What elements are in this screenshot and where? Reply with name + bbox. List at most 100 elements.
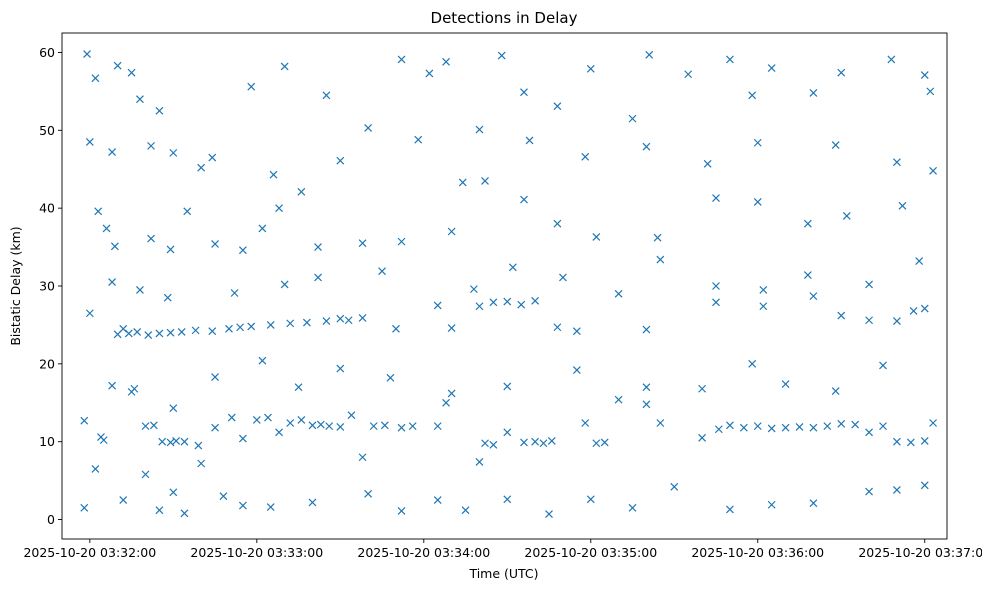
data-point [336, 422, 345, 431]
data-point [208, 153, 217, 162]
data-point [108, 148, 117, 157]
data-point [645, 50, 654, 59]
data-point [586, 64, 595, 73]
data-point [684, 70, 693, 79]
data-point [865, 280, 874, 289]
data-point [517, 300, 526, 309]
data-point [247, 82, 256, 91]
data-point [475, 302, 484, 311]
data-point [809, 499, 818, 508]
data-point [316, 420, 325, 429]
data-point [155, 329, 164, 338]
data-point [219, 492, 228, 501]
data-point [236, 323, 245, 332]
data-point [481, 176, 489, 185]
x-tick-label: 2025-10-20 03:32:00 [23, 545, 156, 560]
data-point [531, 296, 540, 305]
data-point [358, 453, 367, 462]
data-point [458, 178, 467, 187]
data-point [653, 233, 662, 242]
data-point [553, 219, 562, 228]
x-tick-label: 2025-10-20 03:36:00 [691, 545, 824, 560]
data-point [314, 273, 322, 282]
data-point [286, 319, 295, 328]
data-point [414, 135, 423, 144]
data-point [397, 423, 406, 432]
data-point [158, 437, 167, 446]
data-point [163, 293, 172, 302]
data-point [712, 282, 720, 290]
data-point [238, 246, 247, 255]
data-point [280, 280, 289, 289]
data-point [211, 240, 219, 248]
data-point [831, 387, 840, 396]
data-point [725, 55, 734, 64]
data-point [369, 422, 378, 431]
data-point [892, 437, 901, 446]
data-point [392, 324, 400, 333]
data-point [614, 289, 623, 298]
data-point [80, 416, 89, 425]
data-point [336, 364, 345, 373]
y-tick-label: 60 [39, 45, 55, 60]
x-tick-label: 2025-10-20 03:37:00 [858, 545, 982, 560]
data-point [851, 420, 860, 429]
data-point [136, 95, 144, 104]
data-point [336, 156, 345, 165]
data-point [503, 428, 512, 437]
data-point [147, 234, 155, 243]
data-point [572, 366, 581, 374]
data-point [539, 439, 548, 448]
data-point [906, 438, 915, 447]
data-point [344, 316, 353, 325]
data-point [113, 61, 122, 70]
data-point [183, 207, 192, 216]
data-point [497, 51, 506, 60]
data-point [469, 285, 478, 294]
data-point [325, 422, 334, 431]
data-point [264, 413, 272, 422]
data-point [831, 141, 840, 150]
data-point [920, 436, 929, 445]
data-point [322, 317, 331, 325]
data-point [837, 419, 846, 428]
data-point [197, 163, 206, 172]
data-point [739, 423, 748, 432]
data-point [898, 201, 907, 210]
data-point [80, 503, 89, 512]
data-point [266, 503, 275, 512]
data-point [275, 428, 283, 437]
data-point [447, 324, 456, 332]
data-point [155, 506, 164, 515]
data-point [809, 292, 818, 301]
data-point [442, 57, 450, 66]
data-point [753, 138, 762, 147]
data-point [447, 389, 456, 398]
data-point [656, 419, 665, 427]
data-point [642, 142, 651, 151]
data-point [489, 298, 498, 307]
data-point [520, 88, 528, 97]
data-point [136, 285, 144, 294]
y-tick-label: 10 [39, 434, 55, 449]
y-tick-label: 50 [39, 123, 55, 138]
data-point [308, 421, 317, 430]
data-point [481, 439, 489, 448]
data-point [865, 487, 874, 496]
data-point [748, 91, 757, 100]
data-point [698, 384, 707, 393]
data-point [525, 136, 534, 145]
data-point [266, 320, 275, 329]
data-point [102, 224, 111, 233]
data-point [698, 433, 707, 442]
data-point [547, 436, 556, 445]
x-tick-label: 2025-10-20 03:34:00 [357, 545, 490, 560]
data-point [531, 437, 540, 446]
data-point [397, 237, 406, 246]
x-tick-label: 2025-10-20 03:33:00 [190, 545, 323, 560]
data-point [280, 62, 289, 71]
data-point [227, 413, 236, 422]
data-point [230, 289, 239, 297]
data-point [656, 255, 665, 264]
